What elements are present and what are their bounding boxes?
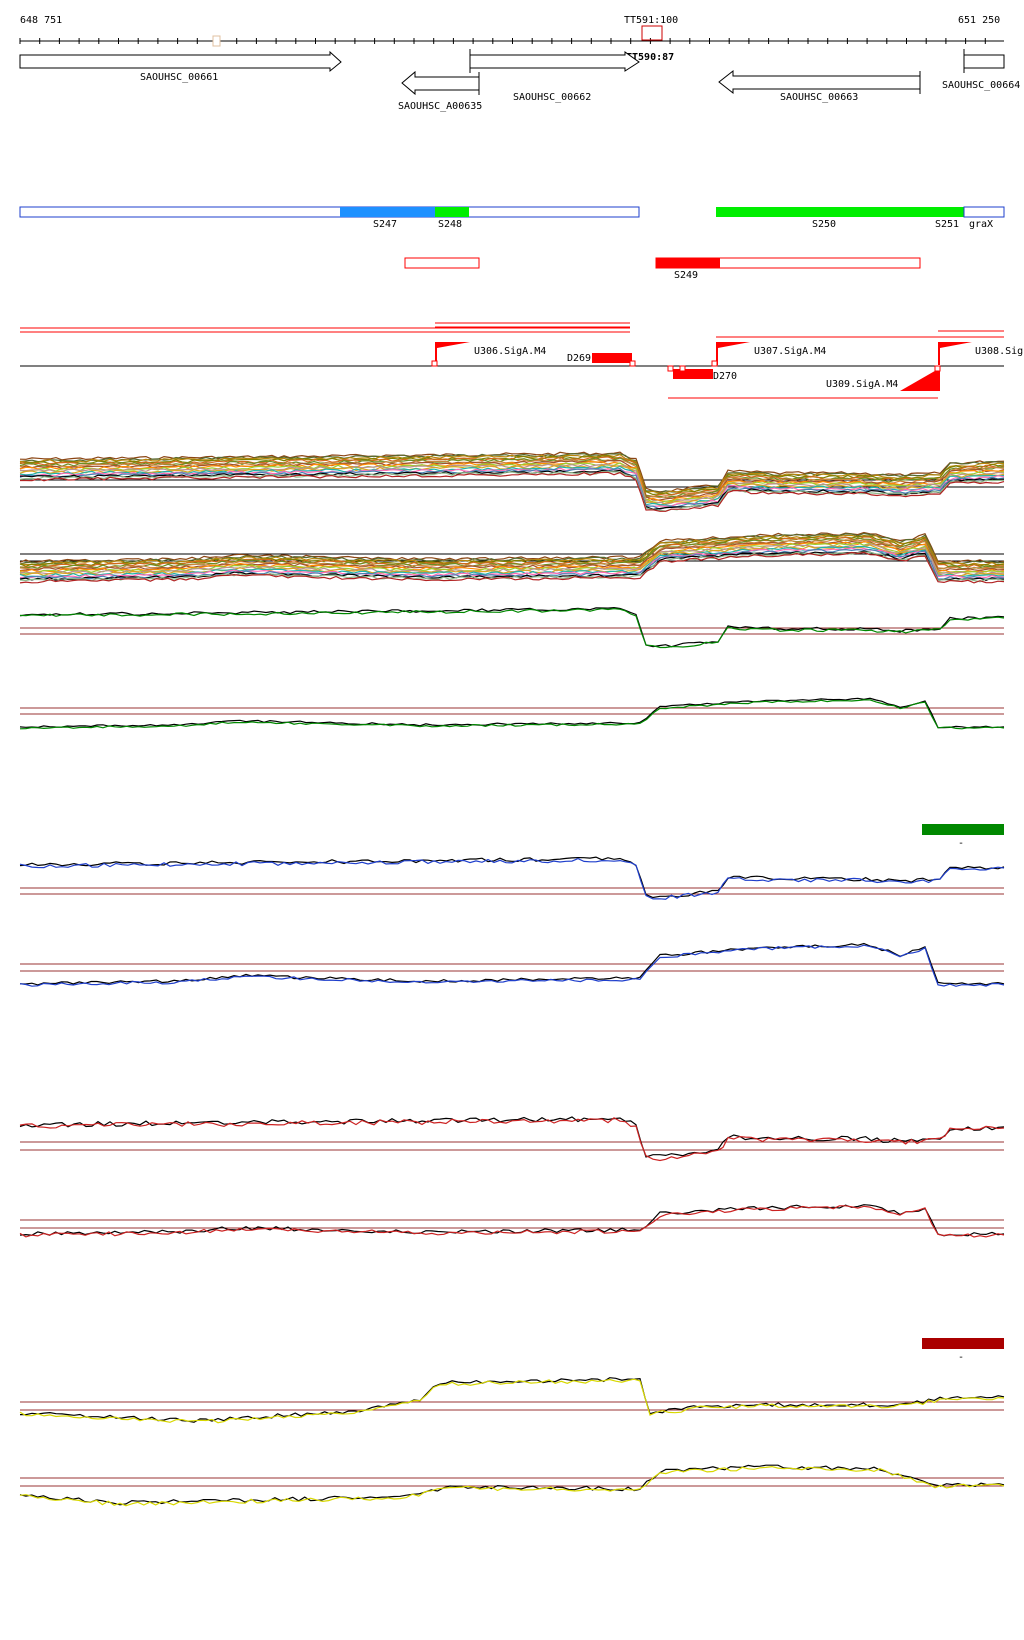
profile-panel-green-forward — [19, 606, 1005, 649]
segment-label-s249: S249 — [674, 270, 698, 281]
ruler-marker-label-2: TT590:87 — [626, 52, 674, 63]
segment-label-s248: S248 — [438, 219, 462, 230]
gene-label-saouhsc-00661: SAOUHSC_00661 — [140, 72, 218, 83]
gene-label-saouhsc-00663: SAOUHSC_00663 — [780, 92, 858, 103]
segment-label-s250: S250 — [812, 219, 836, 230]
gene-arrow-saouhsc-00662[interactable] — [469, 51, 640, 72]
segment-bar-left-outline — [19, 206, 640, 218]
gene-label-saouhsc-a00635: SAOUHSC_A00635 — [398, 101, 482, 112]
ruler-start-label: 648 751 — [20, 15, 62, 26]
promoter-flag-u307[interactable] — [716, 342, 750, 365]
segment-label-s251: S251 — [935, 219, 959, 230]
gene-arrow-saouhsc-00661[interactable] — [19, 50, 342, 73]
promoter-flag-u308[interactable] — [938, 342, 972, 365]
profile-panel-red-forward — [19, 1116, 1005, 1162]
segment-bar-grax[interactable] — [963, 206, 1005, 218]
legend-green-caption: - — [958, 838, 964, 849]
segment-bar-red-outline-left[interactable] — [404, 257, 480, 269]
profile-panel-blue-forward — [19, 856, 1005, 900]
feature-label-d269: D269 — [567, 353, 591, 364]
segment-bar-s247[interactable] — [340, 207, 435, 217]
promoter-flag-u306[interactable] — [435, 342, 470, 365]
profile-panel-green-reverse — [19, 697, 1005, 730]
profile-panel-multi-forward — [19, 451, 1005, 512]
feature-label-u306: U306.SigA.M4 — [474, 346, 546, 357]
terminator-marker-box[interactable] — [641, 25, 663, 41]
feature-label-u309: U309.SigA.M4 — [826, 379, 898, 390]
small-marker-box — [212, 35, 221, 47]
legend-green-bar — [922, 824, 1004, 835]
segment-label-grax: graX — [969, 219, 993, 230]
gene-track: SAOUHSC_00661 SAOUHSC_A00635 SAOUHSC_006… — [19, 49, 1020, 112]
legend-red-caption: - — [958, 1352, 964, 1363]
segment-bar-s248[interactable] — [435, 207, 469, 217]
coordinate-ruler: 648 751 651 250 TT591:100 TT590:87 — [19, 15, 1004, 63]
feature-label-u307: U307.SigA.M4 — [754, 346, 826, 357]
segment-label-s247: S247 — [373, 219, 397, 230]
ruler-marker-label: TT591:100 — [624, 15, 678, 26]
feature-bar-d269[interactable] — [592, 353, 632, 363]
segment-bar-s250[interactable] — [716, 207, 964, 217]
legend-red-bar — [922, 1338, 1004, 1349]
gene-arrow-saouhsc-00663[interactable] — [718, 69, 921, 95]
profile-panel-yellow-reverse — [19, 1464, 1005, 1507]
gene-label-saouhsc-00664: SAOUHSC_00664 — [942, 80, 1020, 91]
feature-track: U306.SigA.M4 U307.SigA.M4 U308.Sig U309.… — [20, 322, 1023, 399]
promoter-flag-u309[interactable] — [900, 368, 940, 391]
profile-panel-multi-reverse — [19, 531, 1005, 584]
gene-label-saouhsc-00662: SAOUHSC_00662 — [513, 92, 591, 103]
gene-arrow-saouhsc-a00635[interactable] — [401, 70, 480, 96]
feature-label-d270: D270 — [713, 371, 737, 382]
feature-label-u308: U308.Sig — [975, 346, 1023, 357]
ruler-end-label: 651 250 — [958, 15, 1000, 26]
profile-panel-blue-reverse — [19, 942, 1005, 987]
profile-panel-red-reverse — [19, 1204, 1005, 1238]
feature-bar-d270[interactable] — [673, 369, 713, 379]
segment-bar-s249[interactable] — [656, 258, 720, 268]
profile-panel-yellow-forward — [19, 1377, 1005, 1424]
segment-track: S247 S248 S250 S251 graX S249 — [19, 206, 1005, 281]
gene-arrow-saouhsc-00664[interactable] — [963, 54, 1005, 69]
